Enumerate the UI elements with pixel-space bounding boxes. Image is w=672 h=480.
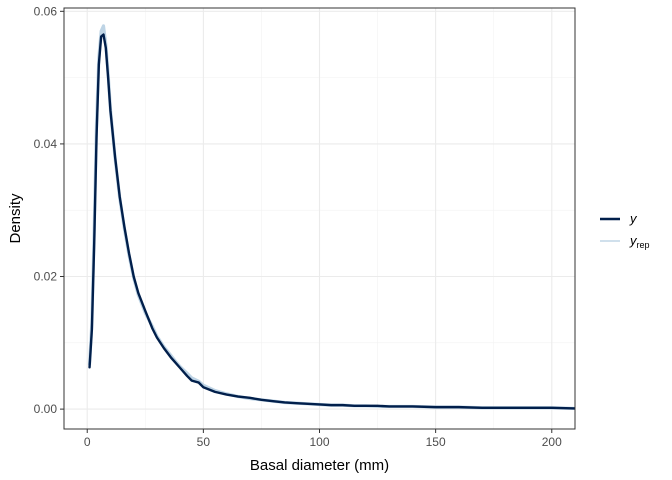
legend: y yrep <box>600 211 650 250</box>
x-tick-label: 100 <box>309 435 329 449</box>
y-tick-label: 0.00 <box>34 402 58 416</box>
legend-label-y: y <box>629 211 638 226</box>
x-axis-title: Basal diameter (mm) <box>250 457 389 474</box>
y-tick-label: 0.02 <box>34 270 58 284</box>
x-tick-label: 0 <box>84 435 91 449</box>
x-tick-label: 150 <box>426 435 446 449</box>
y-axis-ticks: 0.00 0.02 0.04 0.06 <box>34 4 64 416</box>
x-axis-ticks: 0 50 100 150 200 <box>84 429 562 449</box>
y-tick-label: 0.04 <box>34 137 58 151</box>
legend-label-yrep: yrep <box>629 233 650 250</box>
series-layer <box>87 24 575 411</box>
x-tick-label: 200 <box>542 435 562 449</box>
series-line-y <box>88 33 575 410</box>
y-axis-title: Density <box>7 193 24 244</box>
x-tick-label: 50 <box>197 435 211 449</box>
y-tick-label: 0.06 <box>34 4 58 18</box>
major-gridlines <box>64 8 575 429</box>
plot-panel <box>63 7 576 430</box>
